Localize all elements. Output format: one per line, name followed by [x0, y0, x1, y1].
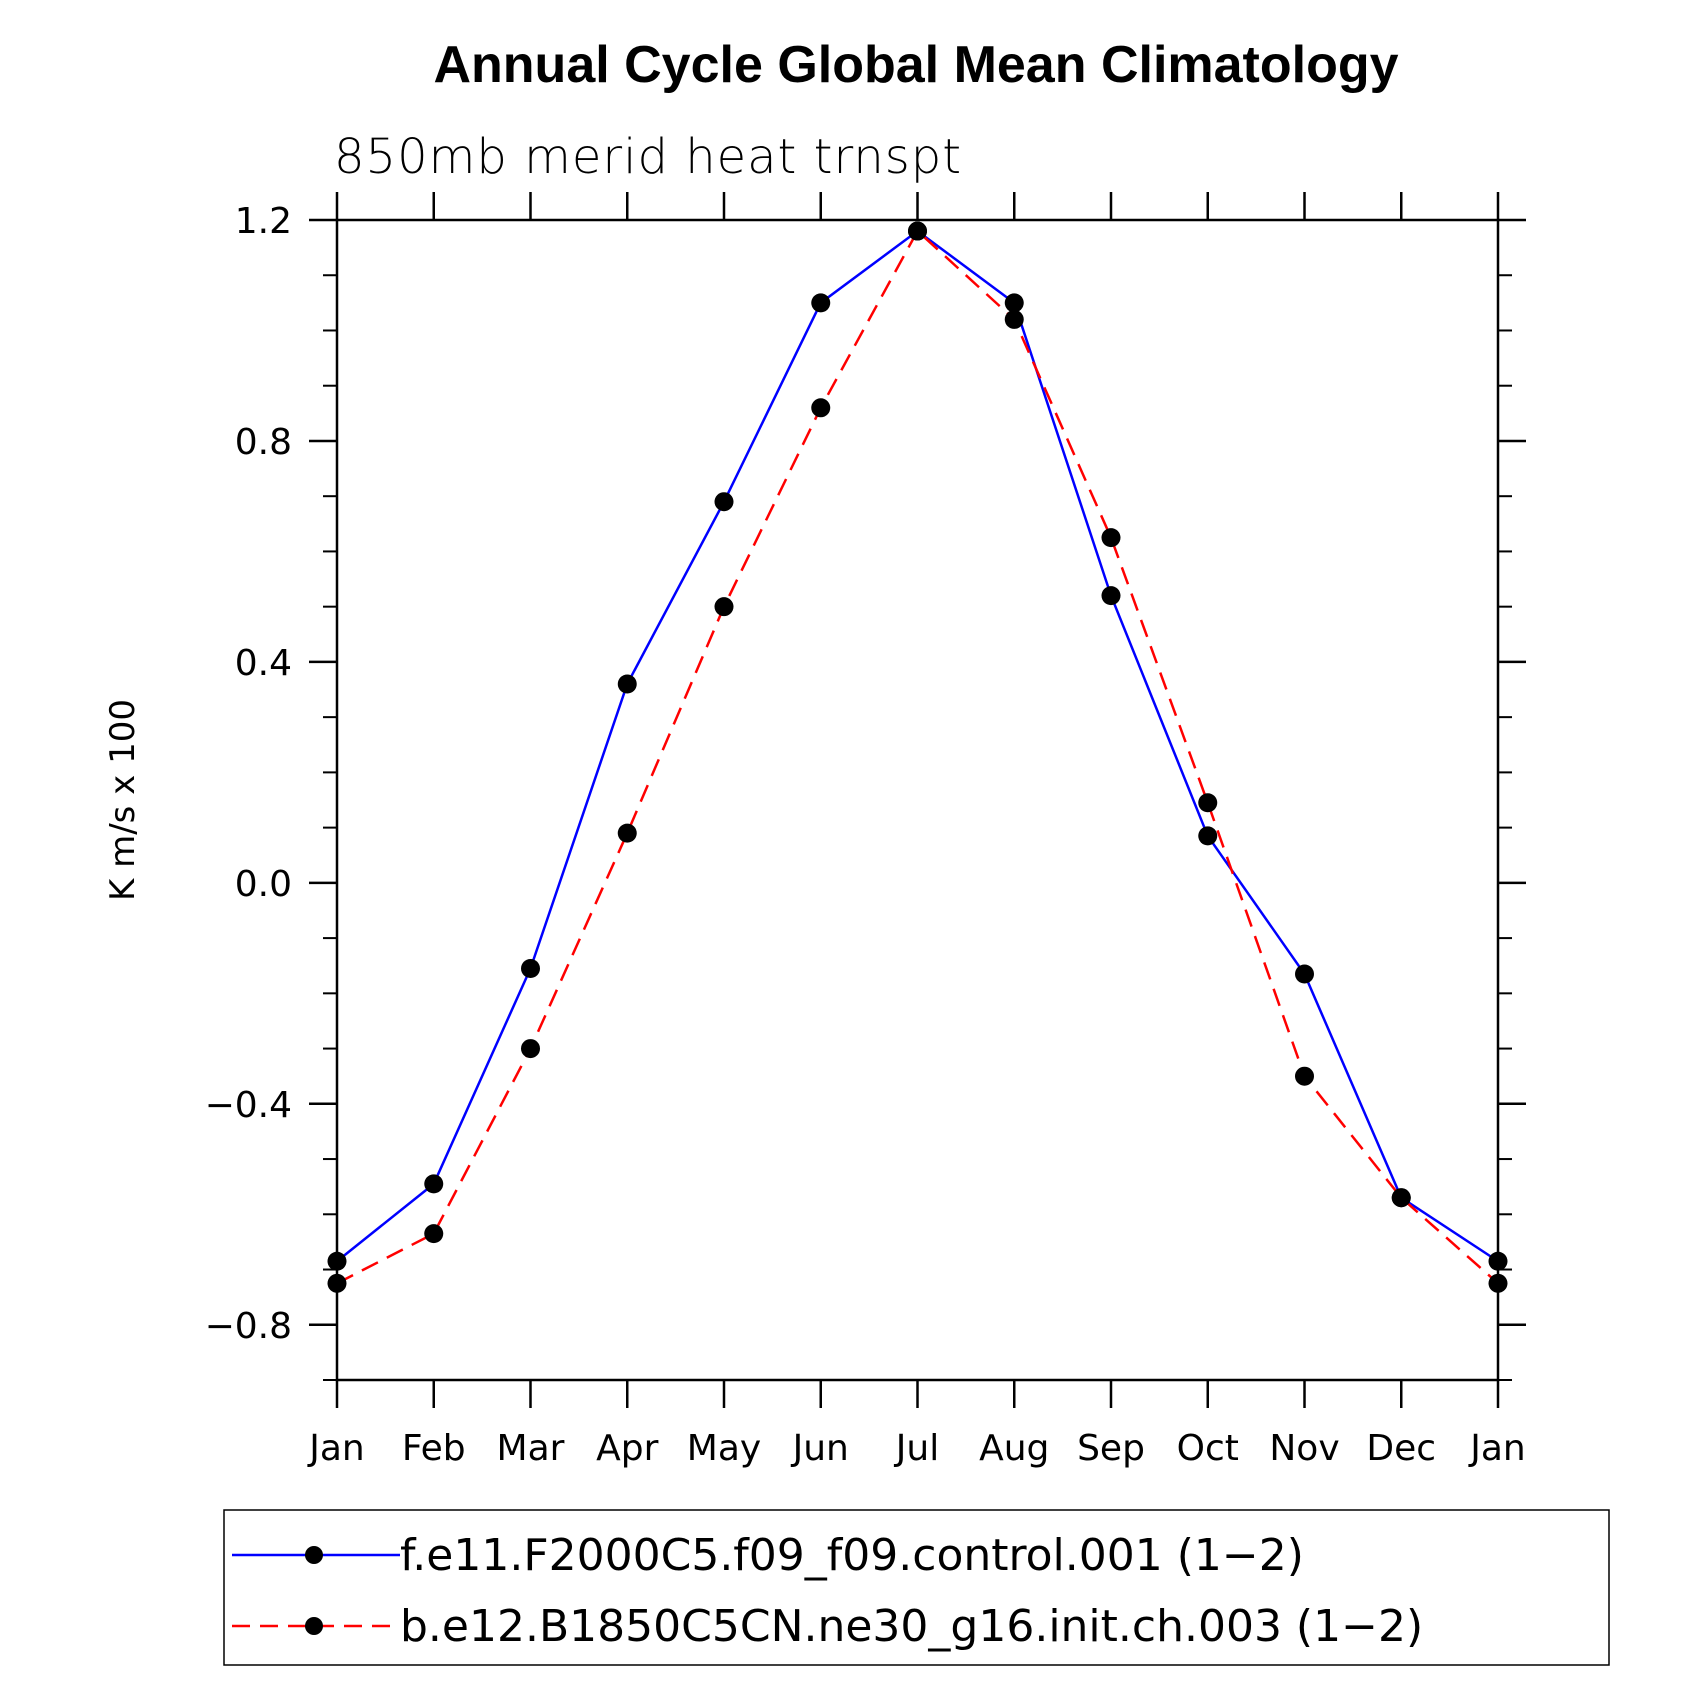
legend-marker-series-2 — [305, 1617, 323, 1635]
data-point-series-1 — [1488, 1251, 1508, 1271]
data-point-series-2 — [1101, 528, 1121, 548]
x-tick-label: Jan — [1468, 1428, 1526, 1469]
data-point-series-2 — [1488, 1273, 1508, 1293]
x-tick-label: Feb — [402, 1428, 466, 1469]
y-tick-label: −0.8 — [205, 1306, 292, 1347]
x-tick-label: Jun — [791, 1428, 849, 1469]
data-point-series-1 — [521, 958, 540, 978]
data-point-series-1 — [714, 492, 734, 512]
legend-box — [223, 1509, 1610, 1666]
data-point-series-1 — [1101, 586, 1121, 606]
data-point-series-1 — [1295, 964, 1314, 984]
series-line-1 — [336, 229, 1499, 1263]
plot-frame — [335, 218, 1500, 1382]
chart-title: Annual Cycle Global Mean Climatology — [433, 36, 1398, 94]
x-axis: Jan Feb Mar Apr May Jun Jul Aug Sep Oct Nov Dec Jan — [307, 192, 1526, 1469]
legend-marker-series-1 — [305, 1546, 323, 1564]
chart-subtitle: 850mb merid heat trnspt — [334, 129, 962, 185]
x-tick-label: May — [687, 1428, 761, 1469]
data-point-series-2 — [1004, 309, 1024, 329]
y-axis-label: K m/s x 100 — [103, 699, 143, 901]
data-point-series-1 — [327, 1251, 347, 1271]
y-tick-label: −0.4 — [205, 1085, 292, 1126]
legend-label-series-2: b.e12.B1850C5CN.ne30_g16.init.ch.003 (1−… — [400, 1601, 1423, 1652]
x-tick-label: Jan — [307, 1428, 365, 1469]
data-point-series-1 — [1198, 826, 1218, 846]
x-tick-label: Mar — [497, 1428, 565, 1469]
series-line-2 — [336, 229, 1499, 1285]
y-tick-label: 0.0 — [235, 864, 292, 905]
x-tick-label: Aug — [979, 1428, 1049, 1469]
data-point-series-1 — [811, 293, 831, 313]
data-point-series-2 — [1198, 793, 1218, 813]
data-point-series-1 — [1004, 293, 1024, 313]
x-tick-label: Apr — [596, 1428, 658, 1469]
x-tick-label: Oct — [1177, 1428, 1239, 1469]
data-point-series-1 — [617, 674, 637, 694]
data-point-series-2 — [327, 1273, 347, 1293]
data-point-series-2 — [617, 823, 637, 843]
legend-label-series-1: f.e11.F2000C5.f09_f09.control.001 (1−2) — [400, 1530, 1304, 1581]
x-tick-label: Dec — [1366, 1428, 1436, 1469]
y-tick-label: 0.4 — [235, 643, 292, 684]
y-tick-label: 0.8 — [235, 422, 292, 463]
data-point-series-2 — [1295, 1066, 1314, 1086]
y-tick-label: 1.2 — [235, 201, 292, 242]
series-layer — [327, 221, 1508, 1293]
legend: f.e11.F2000C5.f09_f09.control.001 (1−2) … — [223, 1509, 1610, 1666]
x-tick-label: Nov — [1269, 1428, 1339, 1469]
x-tick-label: Sep — [1077, 1428, 1145, 1469]
data-point-series-2 — [1391, 1188, 1411, 1208]
data-point-series-2 — [714, 597, 734, 617]
x-tick-label: Jul — [894, 1428, 939, 1469]
plot-border — [335, 218, 1500, 1382]
y-axis: −0.8 −0.4 0.0 0.4 0.8 1.2 — [205, 201, 1526, 1381]
data-point-series-1 — [424, 1174, 444, 1194]
data-point-series-2 — [424, 1224, 444, 1244]
data-point-series-2 — [521, 1039, 540, 1059]
data-point-series-2 — [908, 221, 927, 241]
data-point-series-2 — [811, 398, 831, 418]
